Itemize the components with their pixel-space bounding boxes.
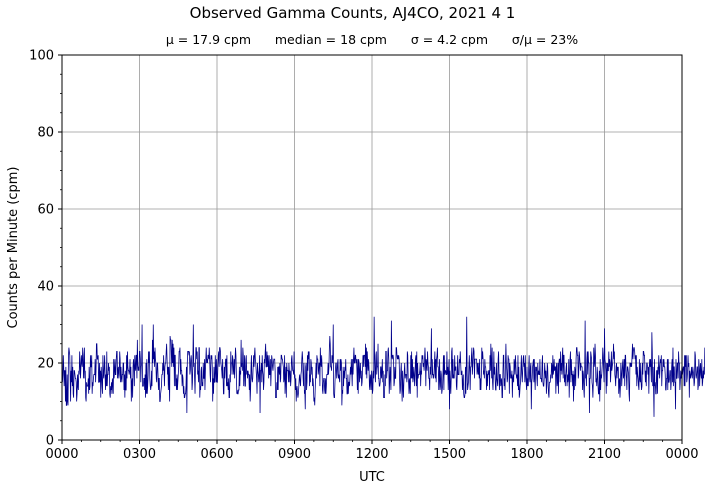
y-tick-label: 0 <box>46 434 54 449</box>
y-tick-label: 100 <box>29 49 54 64</box>
x-tick-label: 0000 <box>665 447 698 462</box>
x-tick-label: 1800 <box>510 447 543 462</box>
chart-title: Observed Gamma Counts, AJ4CO, 2021 4 1 <box>189 4 516 22</box>
x-axis: 0000 0300 0600 0900 1200 1500 1800 2100 0000 <box>45 440 699 462</box>
x-tick-label: 0300 <box>123 447 156 462</box>
x-tick-label: 1200 <box>355 447 388 462</box>
x-axis-label: UTC <box>359 470 385 485</box>
y-tick-label: 60 <box>37 203 54 218</box>
x-tick-label: 0900 <box>278 447 311 462</box>
y-axis-label: Counts per Minute (cpm) <box>6 167 21 329</box>
x-tick-label: 1500 <box>433 447 466 462</box>
chart-subtitle-stats: μ = 17.9 cpm median = 18 cpm σ = 4.2 cpm… <box>165 32 579 47</box>
x-tick-label: 2100 <box>588 447 621 462</box>
y-tick-label: 80 <box>37 126 54 141</box>
y-tick-label: 20 <box>37 357 54 372</box>
x-tick-label: 0000 <box>45 447 78 462</box>
series-line <box>61 316 705 417</box>
y-tick-label: 40 <box>37 280 54 295</box>
series-group <box>61 316 705 417</box>
x-tick-label: 0600 <box>200 447 233 462</box>
y-axis: 0 20 40 60 80 100 <box>29 49 62 449</box>
